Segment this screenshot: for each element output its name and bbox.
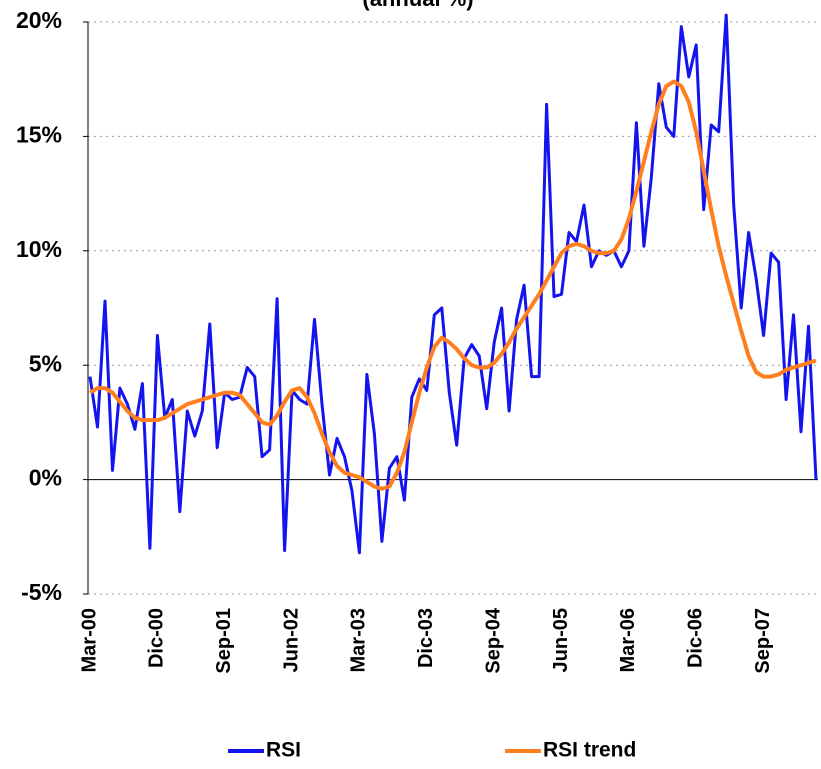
data-line: [88, 79, 817, 491]
y-tick-label: 20%: [16, 7, 62, 33]
y-tick-label: 15%: [16, 121, 62, 147]
x-tick-label: Sep-07: [752, 608, 774, 674]
x-tick-label: Dic-03: [415, 608, 437, 668]
y-tick-label: 0%: [29, 465, 62, 491]
x-tick-label: Jun-02: [280, 608, 302, 672]
x-tick-label: Sep-01: [213, 608, 235, 674]
y-tick-label: 5%: [29, 350, 62, 376]
data-line: [88, 13, 818, 555]
legend-label: RSI trend: [543, 739, 636, 762]
x-tick-label: Sep-04: [482, 607, 504, 673]
chart-subtitle: (annual %): [362, 0, 473, 11]
x-tick-label: Mar-03: [348, 608, 370, 672]
x-tick-label: Mar-00: [78, 608, 100, 672]
y-tick-label: 10%: [16, 236, 62, 262]
y-tick-label: -5%: [21, 579, 62, 605]
legend-label: RSI: [266, 739, 301, 762]
x-tick-label: Dic-00: [146, 608, 168, 668]
x-tick-label: Mar-06: [617, 608, 639, 672]
x-tick-label: Jun-05: [550, 608, 572, 672]
x-tick-label: Dic-06: [685, 608, 707, 668]
